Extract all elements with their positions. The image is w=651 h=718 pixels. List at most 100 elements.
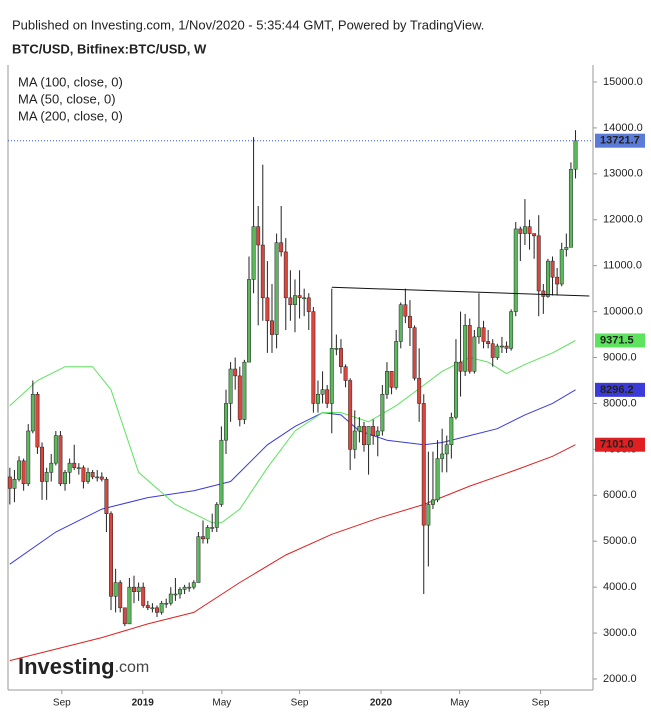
candle-body [481, 327, 486, 342]
candle-body [178, 589, 182, 595]
candle-body [95, 476, 100, 479]
candle-body [343, 366, 348, 381]
logo-name: Investing [18, 654, 115, 679]
candle-body [132, 586, 136, 592]
candle-body [53, 435, 58, 464]
candle-body [297, 295, 302, 299]
candle-body [325, 389, 330, 404]
candle-body [81, 467, 86, 482]
candle-body [417, 377, 422, 404]
candle-body [63, 472, 67, 485]
candle-body [228, 368, 233, 404]
candle-body [21, 460, 26, 485]
candle-body [104, 478, 109, 514]
moving-average-line [9, 340, 576, 524]
x-tick-label: Sep [532, 698, 550, 709]
candle-body [90, 472, 95, 478]
y-tick-label: 3000.0 [603, 627, 637, 639]
candle-body [288, 297, 293, 305]
candle-body [109, 513, 113, 597]
candle-body [527, 226, 532, 234]
candle-body [320, 389, 325, 395]
y-tick-label: 8000.0 [603, 397, 637, 409]
candle-body [476, 327, 481, 338]
candle-body [113, 582, 118, 597]
price-label: 7101.0 [600, 439, 634, 451]
candle-body [44, 472, 49, 482]
candle-body [472, 336, 477, 372]
y-tick-label: 13000.0 [603, 168, 643, 180]
candle-body [12, 478, 17, 489]
candle-body [362, 426, 366, 446]
legend-entry: MA (200, close, 0) [18, 108, 123, 123]
candle-body [274, 242, 279, 335]
candle-body [233, 368, 238, 377]
candle-body [431, 499, 435, 505]
candle-body [155, 607, 159, 613]
legend-entry: MA (100, close, 0) [18, 74, 123, 89]
candle-body [495, 345, 500, 358]
logo: Investing.com [18, 654, 149, 679]
candle-body [256, 226, 261, 246]
candle-body [196, 536, 201, 583]
candle-body [339, 348, 343, 367]
candle-body [394, 341, 399, 388]
candle-body [435, 458, 440, 501]
candle-body [145, 605, 150, 609]
candle-body [141, 586, 146, 606]
candle-body [522, 226, 527, 234]
price-label-box [595, 382, 645, 397]
candle-body [440, 453, 445, 459]
candle-body [242, 361, 247, 420]
y-tick-label: 9000.0 [603, 351, 637, 363]
candle-body [293, 295, 297, 305]
candle-body [164, 602, 169, 605]
y-tick-label: 10000.0 [603, 306, 643, 318]
y-tick-label: 14000.0 [603, 122, 643, 134]
candle-body [412, 327, 417, 379]
price-label: 9371.5 [600, 334, 634, 346]
candle-body [334, 348, 339, 350]
candle-body [251, 226, 256, 280]
candle-body [49, 462, 54, 473]
candle-body [403, 304, 408, 317]
candle-body [306, 297, 311, 312]
candle-body [214, 504, 219, 528]
candle-body [127, 586, 132, 625]
y-tick-label: 12000.0 [603, 214, 643, 226]
x-tick-label: 2019 [132, 698, 155, 709]
y-tick-label: 4000.0 [603, 581, 637, 593]
logo-suffix: .com [115, 659, 150, 676]
candle-body [99, 476, 104, 480]
candle-body [201, 536, 205, 540]
candle-body [513, 228, 518, 312]
candle-body [17, 460, 21, 480]
candle-body [265, 297, 270, 322]
candle-body [279, 242, 284, 253]
y-tick-label: 15000.0 [603, 76, 643, 88]
candle-body [490, 343, 495, 358]
price-label: 8296.2 [600, 384, 634, 396]
candle-body [564, 247, 569, 250]
candle-body [247, 279, 251, 363]
candle-body [536, 235, 541, 292]
candle-body [426, 504, 431, 526]
candle-body [357, 426, 362, 432]
candle-body [550, 260, 555, 278]
trendline [331, 286, 590, 297]
candle-body [329, 348, 334, 404]
y-tick-label: 2000.0 [603, 673, 637, 685]
candle-body [237, 375, 242, 420]
candle-body [555, 276, 560, 285]
candle-body [371, 426, 376, 436]
candle-body [568, 168, 573, 248]
price-label-box [595, 133, 645, 148]
price-label-box [595, 437, 645, 452]
candle-body [26, 430, 31, 485]
legend-entry: MA (50, close, 0) [18, 91, 116, 106]
x-tick-label: 2020 [370, 698, 393, 709]
candle-body [260, 244, 265, 299]
candle-body [504, 345, 509, 349]
